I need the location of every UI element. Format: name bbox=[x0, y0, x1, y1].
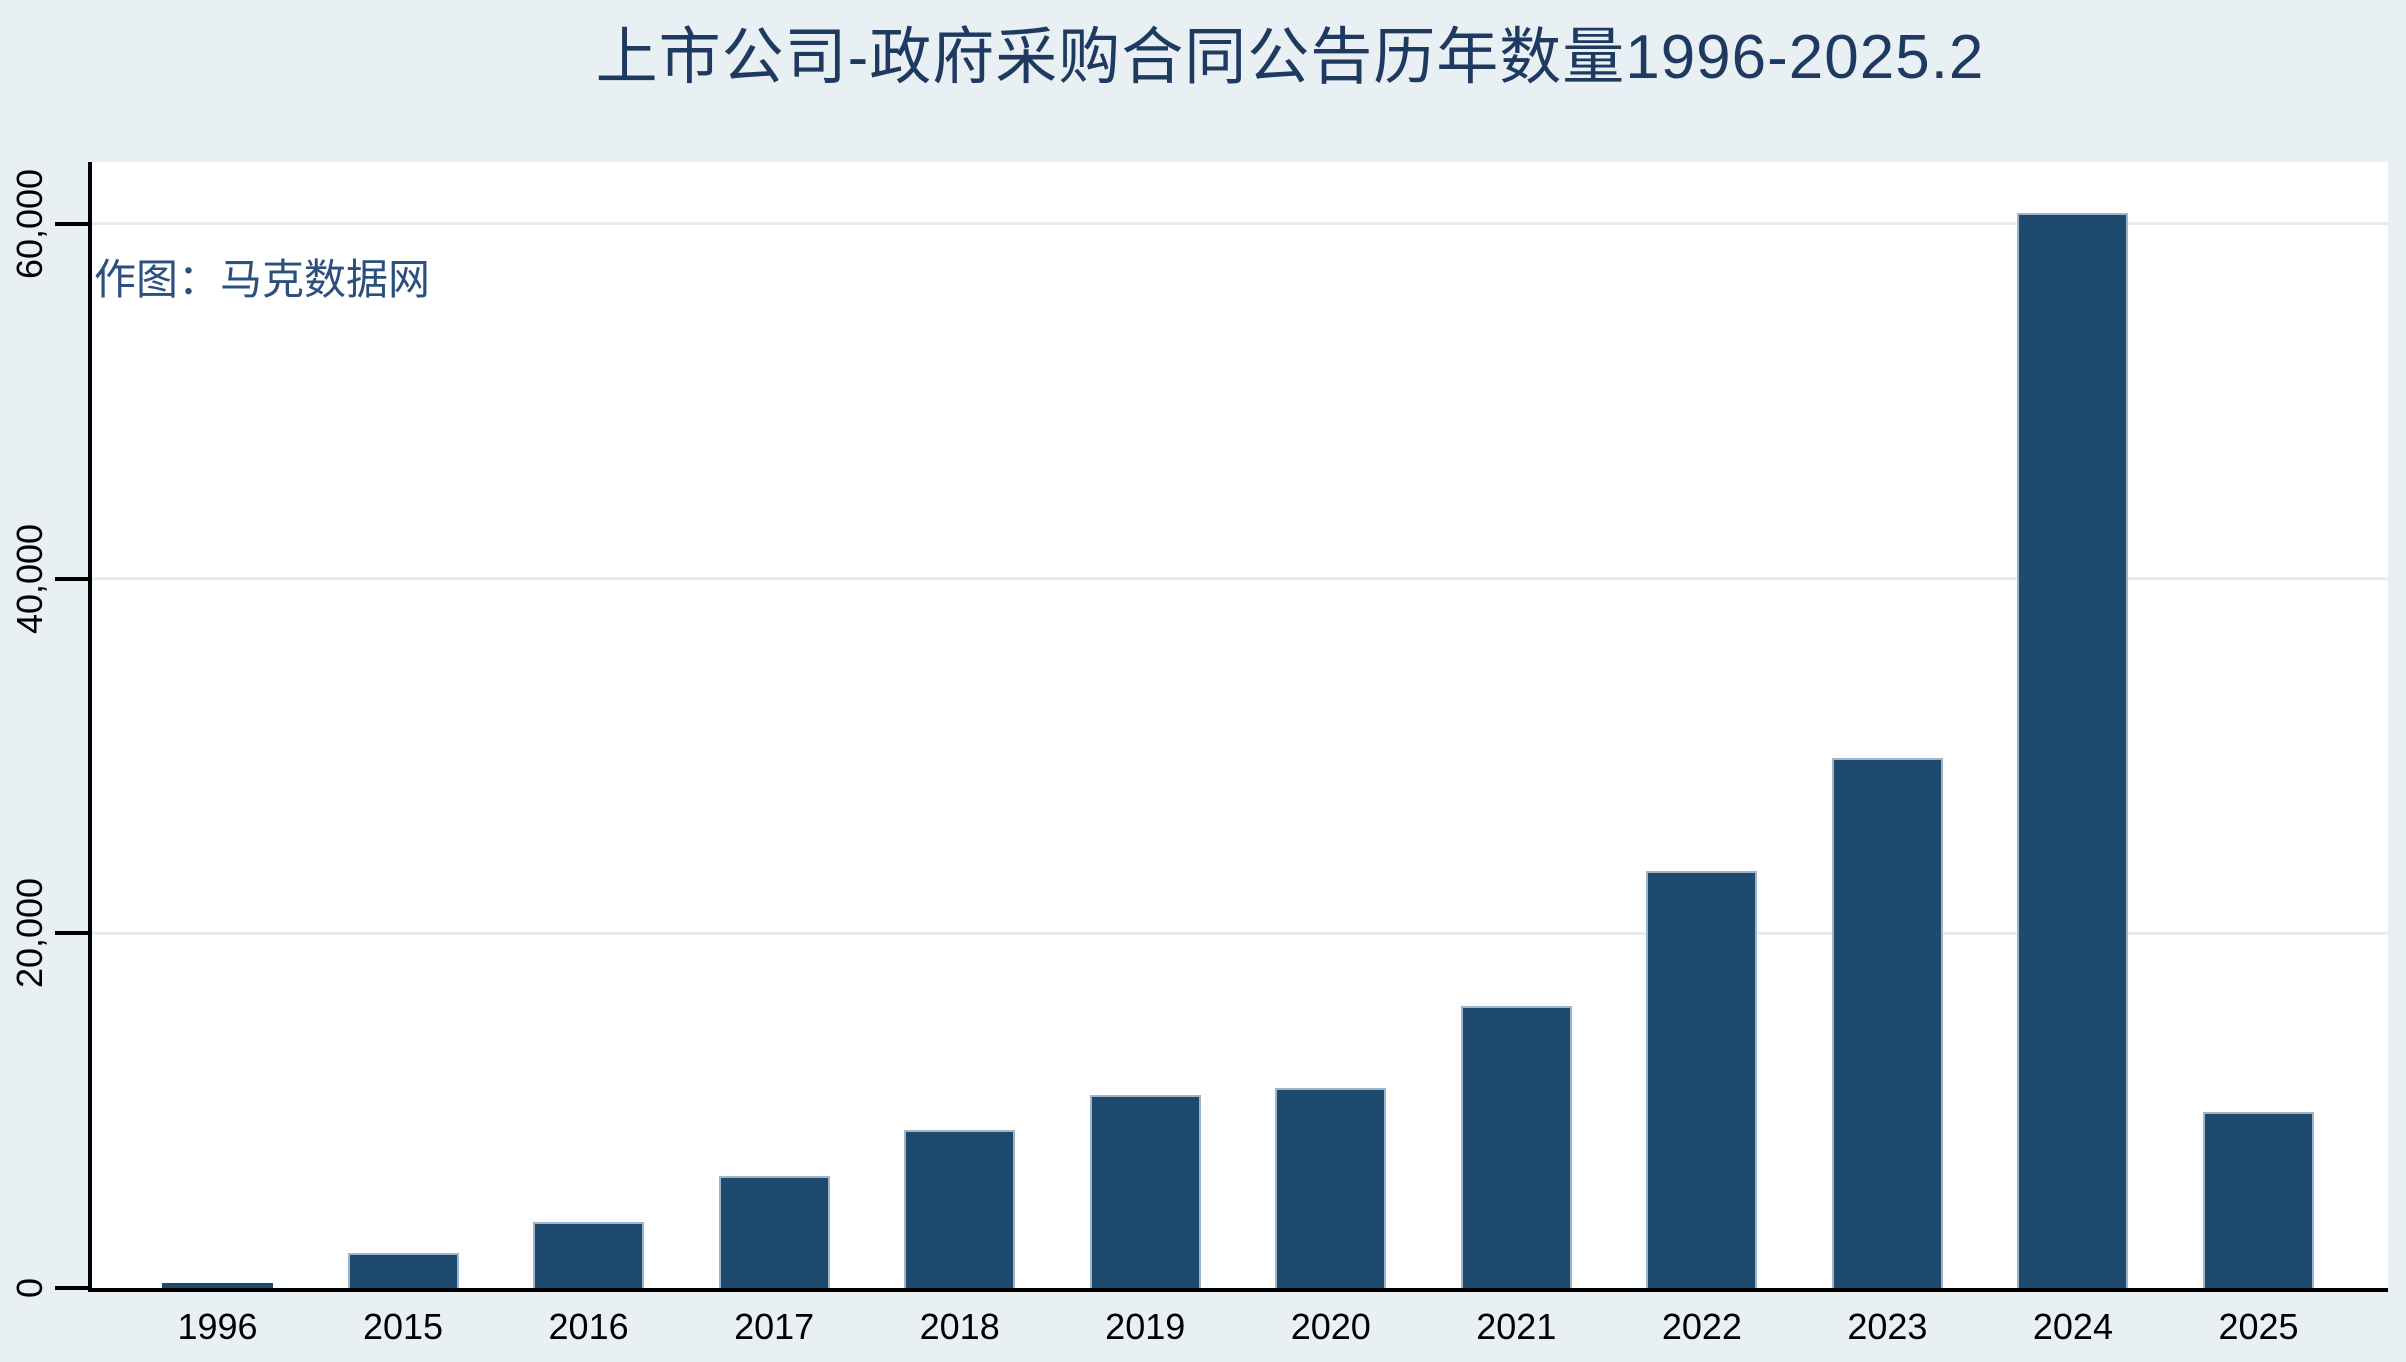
bar-2024 bbox=[2017, 213, 2129, 1291]
y-axis-tick bbox=[55, 221, 88, 226]
x-tick-label: 2020 bbox=[1290, 1306, 1371, 1347]
bar-2023 bbox=[1831, 757, 1943, 1291]
y-axis-tick bbox=[55, 931, 88, 936]
y-tick-label: 0 bbox=[9, 1277, 50, 1299]
bar-2025 bbox=[2202, 1112, 2314, 1291]
x-tick-label: 2019 bbox=[1105, 1306, 1186, 1347]
chart-title: 上市公司-政府采购合同公告历年数量1996-2025.2 bbox=[595, 23, 1985, 92]
x-tick-label: 2023 bbox=[1847, 1306, 1928, 1347]
bar-2022 bbox=[1646, 871, 1758, 1291]
h-gridline bbox=[92, 577, 2388, 581]
watermark-text: 作图：马克数据网 bbox=[94, 256, 431, 303]
x-tick-label: 2021 bbox=[1476, 1306, 1557, 1347]
x-tick-label: 2024 bbox=[2032, 1306, 2113, 1347]
bar-2017 bbox=[718, 1176, 830, 1291]
x-axis-line bbox=[88, 1288, 2388, 1292]
y-tick-label: 40,000 bbox=[9, 523, 50, 634]
y-axis-tick bbox=[55, 1286, 88, 1290]
y-axis-tick bbox=[55, 576, 88, 581]
x-tick-label: 2015 bbox=[362, 1306, 444, 1347]
x-tick-label: 2022 bbox=[1661, 1306, 1742, 1347]
bar-1996 bbox=[162, 1282, 273, 1291]
x-tick-label: 1996 bbox=[177, 1306, 258, 1347]
h-gridline bbox=[92, 931, 2388, 935]
x-tick-label: 2016 bbox=[548, 1306, 629, 1347]
x-tick-label: 2018 bbox=[919, 1306, 1000, 1347]
bar-2015 bbox=[347, 1252, 459, 1291]
bar-2021 bbox=[1460, 1006, 1572, 1291]
bar-2020 bbox=[1275, 1087, 1387, 1291]
bar-2018 bbox=[904, 1130, 1016, 1291]
y-tick-label: 60,000 bbox=[9, 168, 50, 279]
y-tick-label: 20,000 bbox=[9, 878, 50, 989]
plot-area bbox=[88, 162, 2388, 1288]
bar-2019 bbox=[1089, 1094, 1201, 1291]
x-tick-label: 2025 bbox=[2218, 1306, 2299, 1347]
bar-2016 bbox=[533, 1222, 645, 1291]
h-gridline bbox=[92, 222, 2388, 226]
x-tick-label: 2017 bbox=[734, 1306, 815, 1347]
y-axis-line bbox=[88, 162, 92, 1292]
